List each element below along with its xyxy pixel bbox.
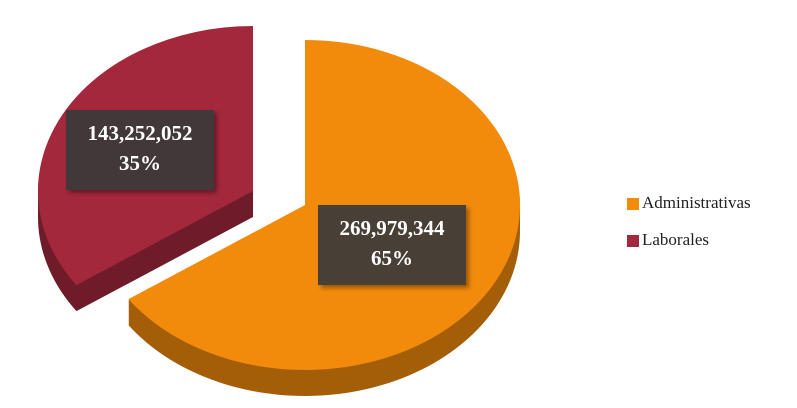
data-label: 269,979,344	[340, 216, 446, 240]
data-label-percent: 65%	[371, 246, 413, 270]
data-label: 143,252,052	[88, 121, 193, 145]
legend-swatch	[627, 198, 639, 210]
data-label-percent: 35%	[119, 151, 161, 175]
data-label-box	[318, 205, 466, 285]
legend-label: Laborales	[642, 230, 709, 249]
legend-label: Administrativas	[642, 193, 751, 212]
data-label-box	[66, 110, 214, 190]
legend-swatch	[627, 235, 639, 247]
